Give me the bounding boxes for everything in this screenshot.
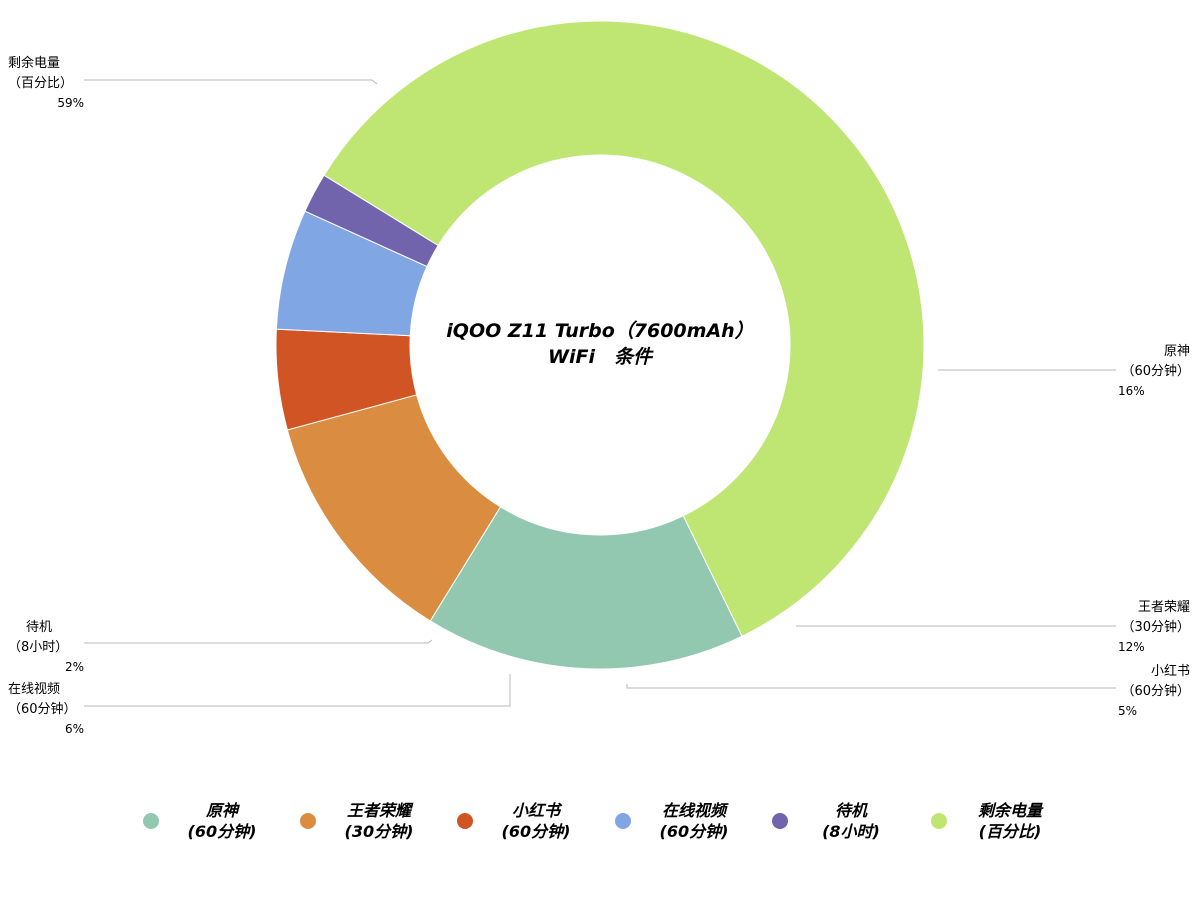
leader-line-xiaohongshu	[626, 684, 1116, 689]
legend-swatch-standby	[772, 813, 788, 829]
callout-honor-of-kings: 王者荣耀 （30分钟） 12%	[1118, 598, 1190, 656]
legend-label-genshin: 原神 (60分钟)	[167, 800, 277, 842]
legend-standby-duration: (8小时)	[822, 822, 880, 841]
callout-online-video-name: 在线视频	[8, 682, 61, 697]
donut-slice-remaining	[323, 20, 925, 637]
callout-genshin-name: 原神	[1163, 344, 1190, 359]
callout-standby: 待机 （8小时） 2%	[8, 618, 84, 676]
leader-line-standby	[84, 639, 433, 644]
chart-title: iQOO Z11 Turbo（7600mAh） WiFi 条件	[420, 318, 780, 370]
legend-remaining-name: 剩余电量	[977, 801, 1042, 820]
callout-honor-of-kings-duration: （30分钟）	[1121, 620, 1190, 635]
legend-standby-name: 待机	[834, 801, 867, 820]
leader-line-online-video	[84, 674, 511, 707]
callout-honor-of-kings-percent: 12%	[1118, 640, 1145, 654]
legend-genshin-duration: (60分钟)	[187, 822, 257, 841]
callout-xiaohongshu-percent: 5%	[1118, 704, 1138, 718]
legend-swatch-honor-of-kings	[300, 813, 316, 829]
callout-standby-name: 待机	[26, 620, 53, 635]
donut-slice-genshin	[429, 506, 743, 670]
legend-swatch-genshin	[143, 813, 159, 829]
legend-swatch-remaining	[931, 813, 947, 829]
legend-label-xiaohongshu: 小红书 (60分钟)	[481, 800, 591, 842]
legend-label-online-video: 在线视频 (60分钟)	[639, 800, 749, 842]
callout-remaining: 剩余电量 （百分比） 59%	[8, 54, 84, 112]
legend-online-video-name: 在线视频	[661, 801, 726, 820]
chart-title-line-1: iQOO Z11 Turbo（7600mAh）	[446, 320, 754, 342]
callout-remaining-percent: 59%	[57, 96, 84, 110]
callout-genshin: 原神 （60分钟） 16%	[1118, 342, 1190, 400]
callout-online-video-percent: 6%	[64, 722, 84, 736]
callout-xiaohongshu-name: 小红书	[1150, 664, 1190, 679]
callout-remaining-duration: （百分比）	[8, 76, 74, 91]
callout-standby-duration: （8小时）	[8, 640, 69, 655]
leader-line-remaining	[84, 79, 378, 85]
legend-honor-of-kings-name: 王者荣耀	[346, 801, 411, 820]
legend-remaining-duration: (百分比)	[978, 822, 1042, 841]
callout-genshin-duration: （60分钟）	[1121, 364, 1190, 379]
callout-standby-percent: 2%	[64, 660, 84, 674]
legend-swatch-online-video	[615, 813, 631, 829]
callout-xiaohongshu-duration: （60分钟）	[1121, 684, 1190, 699]
legend-label-honor-of-kings: 王者荣耀 (30分钟)	[324, 800, 434, 842]
callout-honor-of-kings-name: 王者荣耀	[1137, 600, 1190, 615]
legend-xiaohongshu-name: 小红书	[511, 801, 560, 820]
legend-swatch-xiaohongshu	[457, 813, 473, 829]
callout-online-video-duration: （60分钟）	[8, 702, 77, 717]
chart-title-line-2: WiFi 条件	[548, 346, 652, 368]
legend-label-standby: 待机 (8小时)	[796, 800, 906, 842]
legend-label-remaining: 剩余电量 (百分比)	[955, 800, 1065, 842]
legend-genshin-name: 原神	[205, 801, 238, 820]
callout-online-video: 在线视频 （60分钟） 6%	[8, 680, 84, 738]
legend-online-video-duration: (60分钟)	[659, 822, 729, 841]
callout-genshin-percent: 16%	[1118, 384, 1145, 398]
legend-xiaohongshu-duration: (60分钟)	[501, 822, 571, 841]
callout-xiaohongshu: 小红书 （60分钟） 5%	[1118, 662, 1190, 720]
callout-remaining-name: 剩余电量	[8, 56, 61, 71]
legend-honor-of-kings-duration: (30分钟)	[344, 822, 414, 841]
